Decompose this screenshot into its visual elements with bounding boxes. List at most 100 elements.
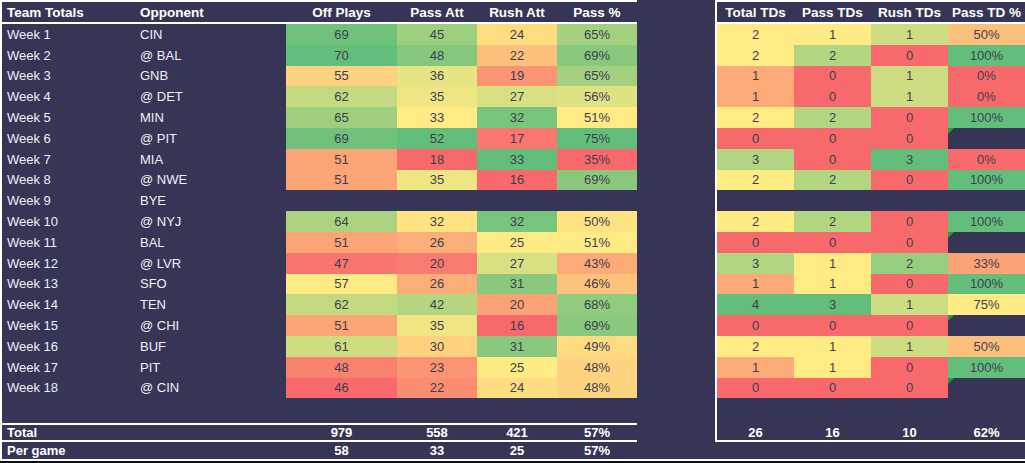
cell-week-15-pass-pct[interactable]: 69% — [557, 315, 637, 336]
cell-week-9-rush-tds[interactable] — [871, 190, 948, 211]
total-opponent-empty[interactable] — [140, 425, 286, 440]
cell-week-8-rush-att[interactable]: 16 — [477, 170, 557, 191]
cell-week-14-total-tds[interactable]: 4 — [717, 294, 794, 315]
cell-week-4-pass-att[interactable]: 35 — [397, 86, 477, 107]
cell-week-5-rush-att[interactable]: 32 — [477, 107, 557, 128]
cell-week-6-rush-tds[interactable]: 0 — [871, 128, 948, 149]
cell-week-18-total-tds[interactable]: 0 — [717, 378, 794, 399]
cell-week-13-opponent[interactable]: SFO — [140, 274, 286, 295]
cell-week-17-rush-att[interactable]: 25 — [477, 357, 557, 378]
total-rush-tds[interactable]: 10 — [871, 425, 948, 440]
cell-week-11-opponent[interactable]: BAL — [140, 232, 286, 253]
cell-week-14-label[interactable]: Week 14 — [0, 294, 140, 315]
cell-week-12-label[interactable]: Week 12 — [0, 253, 140, 274]
cell-week-4-pass-tds[interactable]: 0 — [794, 86, 871, 107]
cell-week-11-pass-pct[interactable]: 51% — [557, 232, 637, 253]
cell-week-10-total-tds[interactable]: 2 — [717, 211, 794, 232]
cell-week-7-pass-td-pct[interactable]: 0% — [948, 149, 1025, 170]
cell-week-14-off-plays[interactable]: 62 — [286, 294, 397, 315]
cell-week-6-pass-att[interactable]: 52 — [397, 128, 477, 149]
cell-week-1-off-plays[interactable]: 69 — [286, 24, 397, 45]
cell-week-4-rush-tds[interactable]: 1 — [871, 86, 948, 107]
per-game-label[interactable]: Per game — [0, 442, 140, 459]
cell-week-4-off-plays[interactable]: 62 — [286, 86, 397, 107]
cell-week-8-total-tds[interactable]: 2 — [717, 170, 794, 191]
cell-week-8-pass-tds[interactable]: 2 — [794, 170, 871, 191]
cell-week-16-off-plays[interactable]: 61 — [286, 336, 397, 357]
cell-week-16-label[interactable]: Week 16 — [0, 336, 140, 357]
cell-week-14-opponent[interactable]: TEN — [140, 294, 286, 315]
total-pass-pct[interactable]: 57% — [557, 425, 637, 440]
cell-week-11-pass-td-pct[interactable] — [948, 232, 1025, 253]
total-pass-td-pct[interactable]: 62% — [948, 425, 1025, 440]
cell-week-2-off-plays[interactable]: 70 — [286, 45, 397, 66]
cell-week-18-rush-att[interactable]: 24 — [477, 378, 557, 399]
cell-week-12-opponent[interactable]: @ LVR — [140, 253, 286, 274]
cell-week-4-total-tds[interactable]: 1 — [717, 86, 794, 107]
cell-week-5-pass-pct[interactable]: 51% — [557, 107, 637, 128]
cell-week-11-pass-tds[interactable]: 0 — [794, 232, 871, 253]
cell-week-1-pass-att[interactable]: 45 — [397, 24, 477, 45]
cell-week-2-opponent[interactable]: @ BAL — [140, 45, 286, 66]
cell-week-10-label[interactable]: Week 10 — [0, 211, 140, 232]
header-total-tds[interactable]: Total TDs — [717, 2, 794, 22]
cell-week-13-pass-td-pct[interactable]: 100% — [948, 274, 1025, 295]
cell-week-16-rush-tds[interactable]: 1 — [871, 336, 948, 357]
cell-week-7-rush-att[interactable]: 33 — [477, 149, 557, 170]
cell-week-5-pass-td-pct[interactable]: 100% — [948, 107, 1025, 128]
per-game-pass-att[interactable]: 33 — [397, 442, 477, 459]
cell-week-2-label[interactable]: Week 2 — [0, 45, 140, 66]
cell-week-3-pass-td-pct[interactable]: 0% — [948, 66, 1025, 87]
cell-week-8-label[interactable]: Week 8 — [0, 170, 140, 191]
cell-week-11-pass-att[interactable]: 26 — [397, 232, 477, 253]
cell-week-12-rush-tds[interactable]: 2 — [871, 253, 948, 274]
cell-week-18-rush-tds[interactable]: 0 — [871, 378, 948, 399]
cell-week-15-total-tds[interactable]: 0 — [717, 315, 794, 336]
cell-week-10-pass-pct[interactable]: 50% — [557, 211, 637, 232]
cell-week-6-pass-pct[interactable]: 75% — [557, 128, 637, 149]
cell-week-12-pass-att[interactable]: 20 — [397, 253, 477, 274]
cell-week-15-rush-att[interactable]: 16 — [477, 315, 557, 336]
cell-week-13-rush-att[interactable]: 31 — [477, 274, 557, 295]
cell-week-16-opponent[interactable]: BUF — [140, 336, 286, 357]
cell-week-7-total-tds[interactable]: 3 — [717, 149, 794, 170]
cell-week-18-pass-tds[interactable]: 0 — [794, 378, 871, 399]
cell-week-3-label[interactable]: Week 3 — [0, 66, 140, 87]
cell-week-9-rush-att[interactable] — [477, 190, 557, 211]
header-team-totals[interactable]: Team Totals — [0, 2, 140, 22]
cell-week-3-off-plays[interactable]: 55 — [286, 66, 397, 87]
cell-week-7-pass-pct[interactable]: 35% — [557, 149, 637, 170]
cell-week-11-off-plays[interactable]: 51 — [286, 232, 397, 253]
cell-week-14-rush-tds[interactable]: 1 — [871, 294, 948, 315]
cell-week-5-rush-tds[interactable]: 0 — [871, 107, 948, 128]
cell-week-8-pass-pct[interactable]: 69% — [557, 170, 637, 191]
cell-week-16-total-tds[interactable]: 2 — [717, 336, 794, 357]
cell-week-13-off-plays[interactable]: 57 — [286, 274, 397, 295]
cell-week-3-pass-pct[interactable]: 65% — [557, 66, 637, 87]
cell-week-3-rush-att[interactable]: 19 — [477, 66, 557, 87]
cell-week-9-total-tds[interactable] — [717, 190, 794, 211]
cell-week-16-rush-att[interactable]: 31 — [477, 336, 557, 357]
header-rush-att[interactable]: Rush Att — [477, 2, 557, 22]
cell-week-3-opponent[interactable]: GNB — [140, 66, 286, 87]
cell-week-10-rush-tds[interactable]: 0 — [871, 211, 948, 232]
cell-week-17-opponent[interactable]: PIT — [140, 357, 286, 378]
cell-week-11-rush-att[interactable]: 25 — [477, 232, 557, 253]
cell-week-7-label[interactable]: Week 7 — [0, 149, 140, 170]
cell-week-12-total-tds[interactable]: 3 — [717, 253, 794, 274]
cell-week-7-pass-att[interactable]: 18 — [397, 149, 477, 170]
cell-week-17-off-plays[interactable]: 48 — [286, 357, 397, 378]
cell-week-13-pass-tds[interactable]: 1 — [794, 274, 871, 295]
cell-week-15-pass-att[interactable]: 35 — [397, 315, 477, 336]
cell-week-12-pass-pct[interactable]: 43% — [557, 253, 637, 274]
cell-week-13-rush-tds[interactable]: 0 — [871, 274, 948, 295]
cell-week-3-pass-tds[interactable]: 0 — [794, 66, 871, 87]
cell-week-9-pass-td-pct[interactable] — [948, 190, 1025, 211]
cell-week-5-pass-tds[interactable]: 2 — [794, 107, 871, 128]
per-game-pass-pct[interactable]: 57% — [557, 442, 637, 459]
per-game-opponent-empty[interactable] — [140, 442, 286, 459]
cell-week-6-total-tds[interactable]: 0 — [717, 128, 794, 149]
cell-week-17-rush-tds[interactable]: 0 — [871, 357, 948, 378]
cell-week-8-rush-tds[interactable]: 0 — [871, 170, 948, 191]
cell-week-1-pass-td-pct[interactable]: 50% — [948, 24, 1025, 45]
